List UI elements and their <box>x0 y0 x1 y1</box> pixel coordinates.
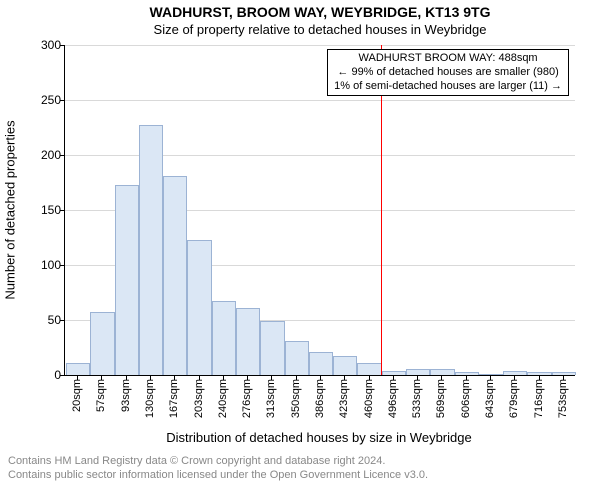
bar <box>139 125 163 375</box>
annotation-line2: 1% of semi-detached houses are larger (1… <box>334 80 562 94</box>
x-tick-label: 386sqm <box>314 379 326 418</box>
x-tick-label: 460sqm <box>363 379 375 418</box>
x-tick-label: 350sqm <box>290 379 302 418</box>
y-tick-label: 300 <box>41 38 61 52</box>
x-tick-label: 313sqm <box>265 379 277 418</box>
bar <box>285 341 309 375</box>
x-tick-label: 606sqm <box>460 379 472 418</box>
bar <box>260 321 284 375</box>
x-axis-label: Distribution of detached houses by size … <box>64 430 574 445</box>
x-tick-label: 496sqm <box>387 379 399 418</box>
bar <box>163 176 187 375</box>
bar <box>187 240 211 375</box>
chart-title: WADHURST, BROOM WAY, WEYBRIDGE, KT13 9TG <box>50 4 590 20</box>
bar <box>212 301 236 375</box>
attribution-line2: Contains public sector information licen… <box>8 469 428 483</box>
chart-container: WADHURST, BROOM WAY, WEYBRIDGE, KT13 9TG… <box>0 0 600 500</box>
bar <box>309 352 333 375</box>
x-tick-label: 533sqm <box>411 379 423 418</box>
x-tick-label: 167sqm <box>168 379 180 418</box>
x-tick-label: 423sqm <box>338 379 350 418</box>
y-tick-label: 150 <box>41 203 61 217</box>
y-tick-label: 200 <box>41 148 61 162</box>
y-tick-label: 0 <box>54 368 61 382</box>
y-axis-label: Number of detached properties <box>3 120 18 299</box>
x-tick-label: 93sqm <box>120 379 132 412</box>
x-tick-label: 276sqm <box>241 379 253 418</box>
gridline <box>65 45 575 46</box>
annotation-title: WADHURST BROOM WAY: 488sqm <box>334 52 562 66</box>
x-tick-label: 20sqm <box>71 379 83 412</box>
x-tick-label: 753sqm <box>557 379 569 418</box>
bar <box>357 363 381 375</box>
gridline <box>65 100 575 101</box>
attribution-line1: Contains HM Land Registry data © Crown c… <box>8 455 428 469</box>
x-tick-label: 569sqm <box>435 379 447 418</box>
x-tick-label: 203sqm <box>193 379 205 418</box>
x-tick-label: 57sqm <box>95 379 107 412</box>
y-tick-label: 50 <box>48 313 61 327</box>
y-tick-label: 100 <box>41 258 61 272</box>
annotation-box: WADHURST BROOM WAY: 488sqm ← 99% of deta… <box>327 49 569 96</box>
bar <box>333 356 357 375</box>
x-tick-label: 240sqm <box>217 379 229 418</box>
x-tick-label: 679sqm <box>508 379 520 418</box>
chart-subtitle: Size of property relative to detached ho… <box>50 22 590 37</box>
bar <box>236 308 260 375</box>
x-tick-label: 643sqm <box>484 379 496 418</box>
y-tick-label: 250 <box>41 93 61 107</box>
bar <box>115 185 139 375</box>
plot-area: WADHURST BROOM WAY: 488sqm ← 99% of deta… <box>64 45 575 376</box>
y-axis-label-wrap: Number of detached properties <box>0 45 20 375</box>
x-tick-label: 716sqm <box>533 379 545 418</box>
x-tick-label: 130sqm <box>144 379 156 418</box>
attribution: Contains HM Land Registry data © Crown c… <box>8 455 428 483</box>
bar <box>90 312 114 375</box>
annotation-line1: ← 99% of detached houses are smaller (98… <box>334 66 562 80</box>
bar <box>66 363 90 375</box>
